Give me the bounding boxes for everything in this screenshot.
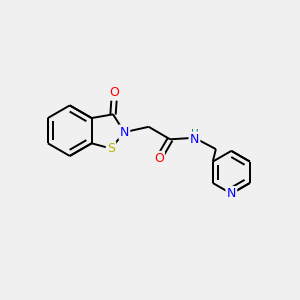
- Text: O: O: [154, 152, 164, 165]
- Text: S: S: [107, 142, 115, 155]
- Text: H: H: [190, 129, 198, 139]
- Text: N: N: [190, 133, 199, 146]
- Text: N: N: [120, 126, 129, 139]
- Text: O: O: [110, 86, 119, 99]
- Text: N: N: [226, 187, 236, 200]
